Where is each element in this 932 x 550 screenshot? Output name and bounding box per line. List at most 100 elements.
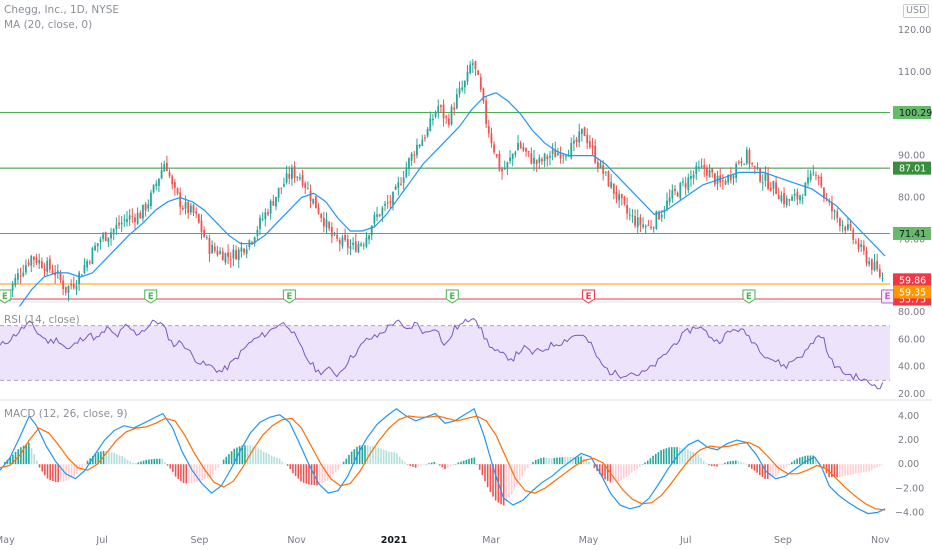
candle: [583, 126, 586, 137]
candle: [817, 174, 820, 186]
candle: [580, 128, 583, 142]
histogram-bar: [270, 455, 273, 465]
candle-body: [341, 237, 344, 247]
candle-body: [88, 261, 91, 263]
candle: [772, 180, 775, 196]
earnings-marker[interactable]: E: [881, 289, 895, 304]
earnings-marker-label: E: [2, 292, 8, 302]
histogram-bar: [553, 457, 556, 465]
histogram-bar: [348, 454, 350, 465]
candle: [256, 226, 259, 241]
candle: [756, 162, 759, 171]
earnings-marker[interactable]: E: [282, 289, 296, 304]
earnings-marker[interactable]: E: [742, 289, 756, 304]
candle: [386, 194, 389, 209]
candle-body: [232, 249, 235, 259]
time-axis-label: Sep: [190, 535, 208, 546]
histogram-bar: [180, 464, 182, 482]
candle-body: [365, 237, 368, 247]
histogram-bar: [441, 464, 444, 468]
histogram-bar: [580, 456, 582, 465]
rsi-line: [0, 317, 884, 390]
histogram-bar: [142, 460, 145, 465]
candle: [519, 140, 522, 149]
macd-axis-label: 2.00: [898, 435, 919, 446]
candle-body: [27, 262, 30, 265]
candle-body: [115, 224, 118, 230]
earnings-marker[interactable]: E: [144, 289, 158, 304]
histogram-bar: [212, 464, 214, 475]
candle: [652, 226, 655, 233]
candle: [224, 252, 227, 265]
candle: [227, 244, 229, 265]
candle-body: [370, 225, 373, 236]
candle-body: [309, 190, 312, 201]
candle-body: [134, 217, 136, 222]
histogram-bar: [750, 464, 753, 469]
candle-body: [189, 205, 192, 213]
candle: [179, 187, 182, 216]
candle: [112, 228, 115, 241]
earnings-marker[interactable]: E: [445, 289, 459, 304]
candle: [538, 154, 541, 170]
histogram-bar: [292, 464, 294, 474]
histogram-bar: [620, 464, 622, 481]
candle-body: [607, 171, 610, 187]
histogram-bar: [860, 464, 862, 473]
histogram-bar: [14, 451, 17, 465]
candle-body: [698, 166, 700, 169]
earnings-marker[interactable]: E: [0, 289, 12, 304]
histogram-bar: [758, 464, 761, 476]
candle-body: [833, 210, 836, 212]
candle-body: [216, 250, 219, 255]
candle-body: [102, 234, 104, 239]
candle-body: [514, 152, 517, 155]
candle: [695, 161, 698, 180]
candle-body: [86, 261, 88, 268]
histogram-bar: [214, 464, 217, 471]
candle-body: [32, 256, 35, 260]
candle: [618, 189, 621, 208]
tag-bg: [893, 161, 931, 175]
candle: [841, 220, 844, 233]
histogram-bar: [300, 464, 302, 482]
candle-body: [426, 128, 429, 137]
histogram-bar: [561, 457, 564, 465]
candle-body: [78, 272, 81, 284]
candle: [219, 247, 222, 255]
candle-body: [878, 269, 881, 277]
candle-body: [583, 127, 586, 137]
candle: [857, 238, 860, 252]
candle: [445, 114, 448, 124]
candle-body: [94, 245, 96, 251]
histogram-bar: [220, 464, 222, 465]
candle-body: [306, 188, 309, 190]
candle-body: [72, 284, 75, 288]
ma-legend: MA (20, close, 0): [4, 19, 93, 31]
candle-body: [70, 284, 73, 286]
histogram-bar: [332, 464, 334, 475]
candle-body: [820, 176, 823, 187]
candle-body: [565, 155, 567, 157]
candle: [724, 178, 727, 186]
time-axis-label: Sep: [774, 535, 792, 546]
candle-body: [112, 229, 115, 233]
histogram-bar: [318, 464, 321, 485]
candle-body: [317, 207, 320, 214]
candle: [495, 153, 498, 159]
histogram-bar: [289, 464, 292, 470]
earnings-marker[interactable]: E: [581, 289, 595, 304]
candle: [554, 141, 557, 158]
candle-body: [123, 219, 126, 221]
histogram-bar: [753, 464, 756, 471]
histogram-bar: [81, 464, 84, 468]
histogram-bar: [734, 460, 737, 465]
histogram-bar: [652, 455, 654, 465]
histogram-bar: [556, 457, 558, 465]
candle: [208, 235, 211, 263]
time-axis-label: 2021: [381, 535, 407, 546]
currency-label[interactable]: USD: [903, 4, 930, 18]
candle: [118, 215, 120, 229]
candle-body: [530, 153, 533, 164]
